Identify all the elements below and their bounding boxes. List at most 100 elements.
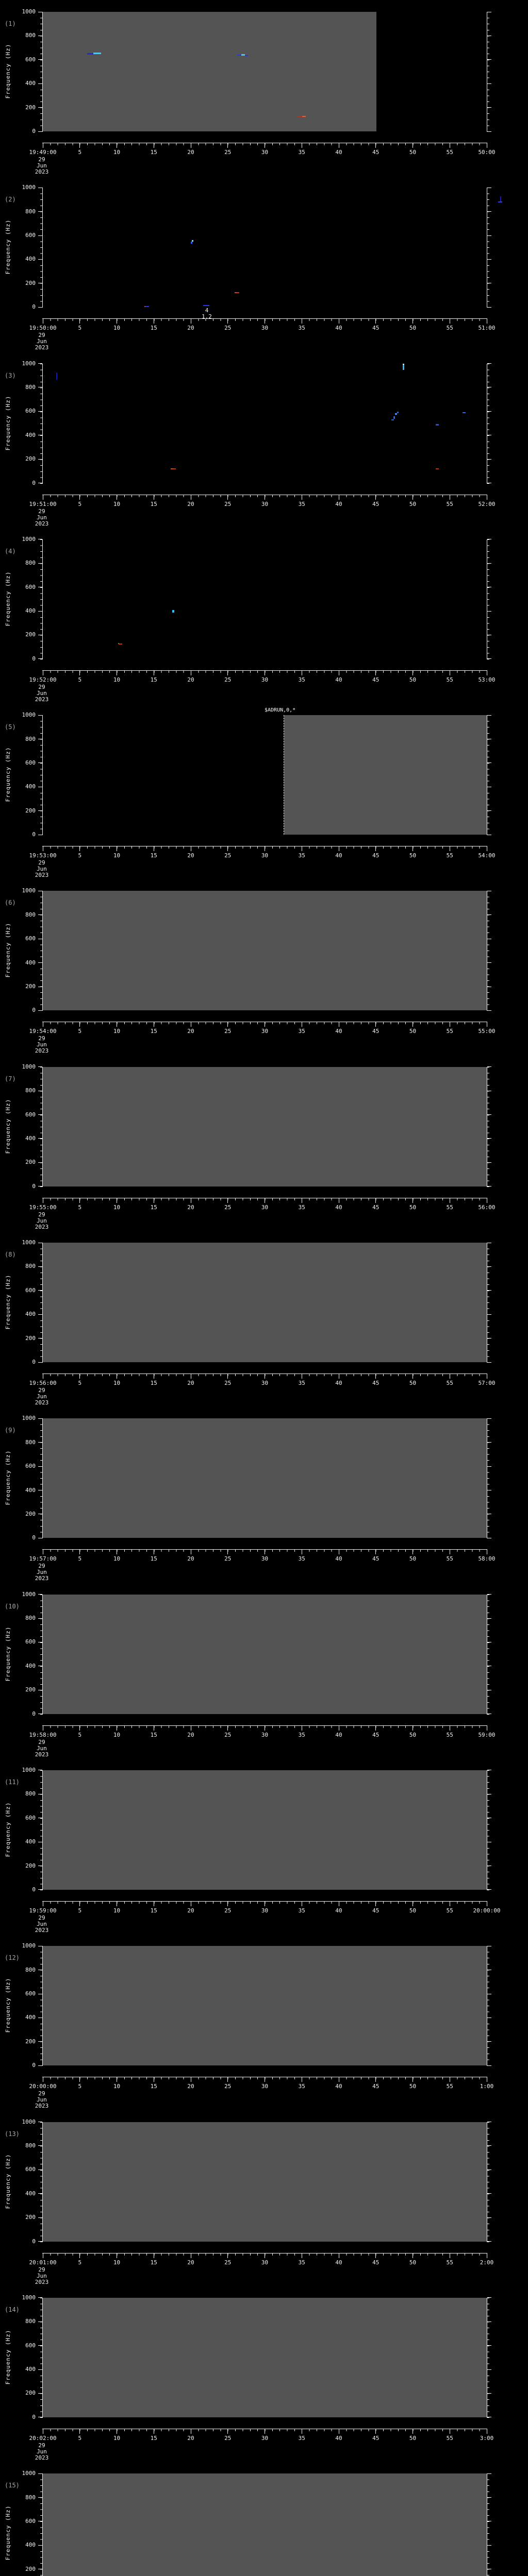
- time-tick-label: 50: [409, 500, 417, 507]
- y-major-tick-right: [487, 2297, 491, 2298]
- detection-mark: [395, 413, 397, 415]
- axis-date-line: 29: [38, 1211, 45, 1218]
- time-tick-label: 55: [446, 325, 453, 332]
- y-axis-line: [42, 891, 43, 1011]
- panel-index: (15): [5, 2482, 20, 2489]
- y-tick-label: 200: [25, 279, 36, 286]
- y-tick-label: 1000: [22, 1415, 36, 1422]
- spectrogram-data-area: [43, 1418, 487, 1538]
- y-major-tick-right: [487, 131, 491, 132]
- time-tick-label: 30: [261, 325, 269, 332]
- y-tick-label: 1000: [22, 1942, 36, 1950]
- y-minor-ticks-right: [487, 1418, 489, 1539]
- y-major-tick-right: [487, 1290, 491, 1291]
- y-tick-label: 400: [25, 2190, 36, 2197]
- time-tick-label: 30: [261, 2083, 269, 2090]
- time-major-tick: [375, 2429, 376, 2434]
- time-tick-label: 35: [298, 2434, 305, 2442]
- time-end-label: 59:00: [478, 1731, 496, 1738]
- y-axis-title: Frequency (Hz): [5, 1274, 11, 1330]
- time-major-tick: [79, 1198, 80, 1203]
- y-major-tick-right: [487, 259, 491, 260]
- y-major-tick-right: [487, 2041, 491, 2042]
- detection-mark: [87, 53, 93, 55]
- time-major-tick: [227, 2429, 228, 2434]
- panel-index: (11): [5, 1778, 20, 1786]
- y-major-tick: [38, 307, 42, 308]
- time-tick-label: 30: [261, 1907, 269, 1914]
- y-tick-label: 200: [25, 1510, 36, 1517]
- y-major-tick-right: [487, 2497, 491, 2498]
- y-major-tick: [38, 1594, 42, 1595]
- time-tick-label: 55: [446, 1028, 453, 1035]
- time-tick-label: 5: [78, 1204, 82, 1211]
- detection-mark: [500, 196, 501, 203]
- time-major-tick: [375, 1725, 376, 1731]
- y-axis-line: [42, 1066, 43, 1187]
- time-tick-label: 55: [446, 1555, 453, 1563]
- y-axis-line: [42, 1946, 43, 2066]
- time-major-tick: [412, 2253, 413, 2258]
- y-major-tick-right: [487, 962, 491, 963]
- time-tick-label: 35: [298, 2083, 305, 2090]
- y-major-tick: [38, 1138, 42, 1139]
- y-tick-label: 0: [32, 128, 36, 134]
- y-major-tick-right: [487, 59, 491, 60]
- y-tick-label: 800: [25, 208, 36, 215]
- time-tick-label: 30: [261, 1204, 269, 1211]
- detection-mark: [393, 416, 395, 419]
- time-start-label: 19:55:00: [29, 1204, 57, 1211]
- panel-index: (1): [5, 20, 16, 27]
- y-major-tick-right: [487, 1618, 491, 1619]
- detection-mark: [241, 54, 245, 56]
- time-tick-label: 5: [78, 1907, 82, 1914]
- time-minor-ticks: [43, 670, 487, 673]
- time-tick-label: 25: [224, 1907, 232, 1914]
- axis-date-line: 29: [38, 507, 45, 515]
- time-tick-label: 45: [372, 852, 380, 859]
- time-tick-label: 5: [78, 1731, 82, 1738]
- y-major-tick: [38, 1889, 42, 1890]
- time-major-tick: [375, 846, 376, 852]
- time-start-label: 19:59:00: [29, 1907, 57, 1914]
- y-tick-label: 800: [25, 1966, 36, 1973]
- axis-date-line: Jun: [37, 2448, 47, 2455]
- axis-date-line: 29: [38, 2266, 45, 2273]
- time-tick-label: 5: [78, 2083, 82, 2090]
- axis-date-line: 29: [38, 156, 45, 163]
- detection-mark: [463, 412, 466, 413]
- panel-index: (3): [5, 371, 16, 379]
- axis-date-line: 2023: [35, 1399, 49, 1406]
- y-tick-label: 600: [25, 1463, 36, 1470]
- time-tick-label: 20: [187, 2434, 194, 2442]
- time-tick-label: 50: [409, 1555, 417, 1563]
- y-major-tick: [38, 2345, 42, 2346]
- time-major-tick: [79, 2077, 80, 2082]
- time-major-tick: [227, 2253, 228, 2258]
- y-major-tick-right: [487, 1889, 491, 1890]
- time-tick-label: 55: [446, 1204, 453, 1211]
- time-tick-label: 40: [335, 1907, 342, 1914]
- time-tick-label: 45: [372, 1731, 380, 1738]
- y-tick-label: 800: [25, 1790, 36, 1798]
- time-minor-ticks: [43, 319, 487, 321]
- time-tick-label: 35: [298, 1907, 305, 1914]
- y-tick-label: 400: [25, 1838, 36, 1845]
- y-tick-label: 1000: [22, 2118, 36, 2125]
- y-tick-label: 400: [25, 1662, 36, 1669]
- y-major-tick: [38, 962, 42, 963]
- y-axis-line: [42, 1770, 43, 1890]
- time-tick-label: 20: [187, 1204, 194, 1211]
- detection-mark: [235, 292, 237, 294]
- y-major-tick: [38, 2473, 42, 2474]
- time-tick-label: 20: [187, 1555, 194, 1563]
- time-major-tick: [79, 670, 80, 675]
- axis-date-line: Jun: [37, 1041, 47, 1048]
- spectrogram-data-area: [43, 891, 487, 1011]
- time-tick-label: 55: [446, 852, 453, 859]
- time-tick-label: 15: [150, 149, 157, 156]
- time-major-tick: [227, 319, 228, 324]
- time-minor-ticks: [43, 1198, 487, 1200]
- y-tick-label: 400: [25, 2366, 36, 2372]
- spectrogram-panel-12: (12) Frequency (Hz) 1000 800 600 400 200 0 5 10 15…: [0, 1934, 528, 2110]
